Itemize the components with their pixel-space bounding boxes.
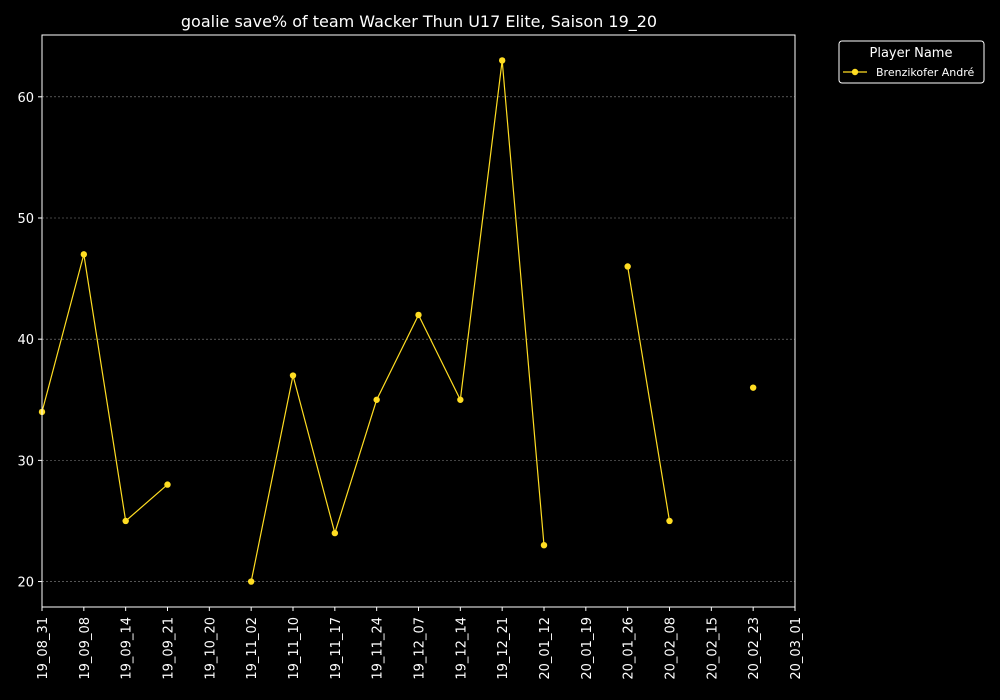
plot-frame [41,34,796,608]
legend-marker [851,68,859,76]
x-tick-label: 19_09_14 [120,617,135,680]
data-point [457,396,464,403]
data-point [80,251,88,258]
y-tick-label: 40 [17,333,34,348]
x-tick-label: 20_02_23 [747,617,762,680]
x-tick-label: 20_01_26 [622,617,637,680]
x-tick-label: 19_09_08 [78,617,93,680]
y-tick-label: 60 [17,91,34,106]
data-point [666,517,673,525]
data-point [540,541,548,549]
data-point [164,481,171,488]
x-tick-label: 20_01_12 [538,617,553,680]
x-axis: 19_08_31 19_09_08 19_09_14 19_09_21 19_10_20… [36,607,804,680]
data-point [247,578,255,585]
x-tick-label: 20_02_15 [705,617,720,680]
grid-lines [42,96,795,582]
data-point [415,311,422,319]
x-tick-label: 19_10_20 [203,617,218,680]
data-point [498,57,506,64]
legend-label: Brenzikofer André [876,66,975,79]
legend-box [838,40,985,84]
data-point [331,529,339,537]
data-point [122,517,129,525]
y-axis: 20 30 40 50 60 [17,91,42,591]
x-tick-label: 19_11_24 [371,617,386,680]
x-tick-label: 19_12_14 [454,617,469,680]
legend-title: Player Name [870,46,953,61]
data-point [373,396,380,403]
x-tick-label: 19_09_21 [162,617,177,680]
x-tick-label: 19_11_02 [245,617,260,680]
y-tick-label: 20 [17,576,34,591]
series-line [250,60,545,582]
series-line [41,254,168,523]
data-point [749,384,757,391]
x-tick-label: 20_01_19 [580,617,595,680]
x-tick-label: 19_12_21 [496,617,511,680]
x-tick-label: 20_02_08 [664,617,679,680]
chart-title: goalie save% of team Wacker Thun U17 Eli… [181,12,657,32]
y-tick-label: 30 [17,454,34,469]
x-tick-label: 19_08_31 [36,617,51,680]
x-tick-label: 19_11_17 [329,617,344,680]
data-point [624,263,631,270]
data-point [289,372,297,379]
x-tick-label: 20_03_01 [789,617,804,680]
x-tick-label: 19_11_10 [287,617,302,680]
series-line [627,266,671,522]
x-tick-label: 19_12_07 [413,617,428,680]
y-tick-label: 50 [17,212,34,227]
legend: Player Name Brenzikofer André [838,40,985,84]
series-layer [38,57,757,585]
